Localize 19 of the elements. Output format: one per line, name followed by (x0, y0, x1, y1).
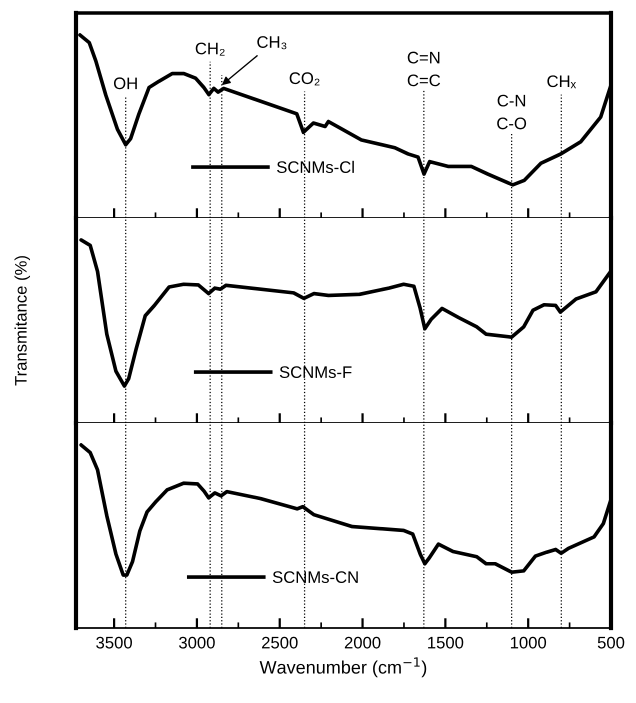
ref-line-label: CHₓ (547, 75, 576, 88)
x-tick-label: 2000 (344, 636, 380, 649)
ref-line-label: CH₃ (257, 36, 286, 50)
x-tick-label: 3500 (96, 636, 132, 649)
legend-label: SCNMs-CN (272, 571, 358, 584)
ref-line-label: CH₂ (196, 42, 225, 56)
x-tick-label: 500 (598, 636, 624, 649)
ref-line-label: OH (114, 77, 137, 90)
ref-line-label: CO₂ (290, 72, 320, 86)
x-tick-label: 3000 (179, 636, 215, 649)
ref-line-label: C=N C=C (408, 52, 440, 86)
x-axis-title: Wavenumber (cm$^{−1}$) (260, 657, 426, 678)
ref-line-label: C-N C-O (497, 94, 526, 130)
legend-label: SCNMs-F (280, 366, 352, 378)
x-tick-label: 1000 (510, 636, 546, 649)
legend-label: SCNMs-Cl (277, 160, 354, 174)
x-tick-label: 1500 (428, 636, 464, 649)
y-axis-title: Transmitance (%) (14, 256, 30, 386)
x-tick-label: 2500 (262, 636, 298, 649)
